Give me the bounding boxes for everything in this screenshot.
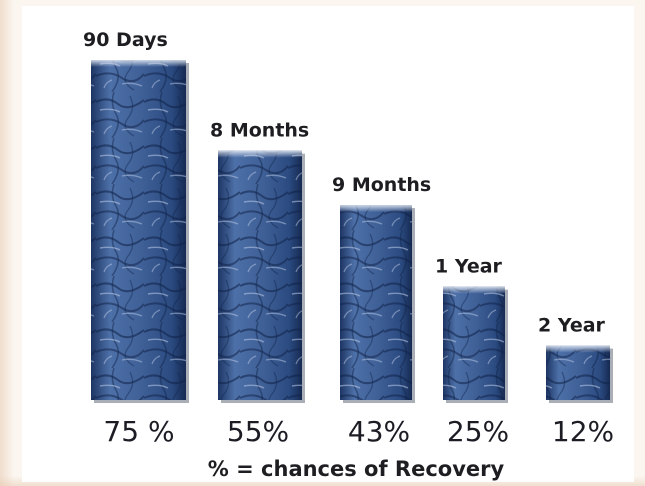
chart-caption: % = chances of Recovery xyxy=(208,457,505,481)
bar-value-label-1: 75 % xyxy=(103,415,174,448)
bar-time-label-5: 2 Year xyxy=(538,315,606,337)
bar-2 xyxy=(218,150,305,403)
bar-time-label-3: 9 Months xyxy=(332,174,431,196)
bar-time-label-1: 90 Days xyxy=(83,29,168,51)
bar-value-label-2: 55% xyxy=(227,415,289,448)
bar-1 xyxy=(91,60,189,403)
bar-value-label-3: 43% xyxy=(348,415,410,448)
bar-value-label-5: 12% xyxy=(552,415,614,448)
bar-3 xyxy=(340,205,415,403)
bar-time-label-2: 8 Months xyxy=(210,120,309,142)
bar-4 xyxy=(443,286,508,403)
bar-time-label-4: 1 Year xyxy=(435,256,503,278)
bar-5 xyxy=(546,345,613,403)
bar-value-label-4: 25% xyxy=(447,415,509,448)
